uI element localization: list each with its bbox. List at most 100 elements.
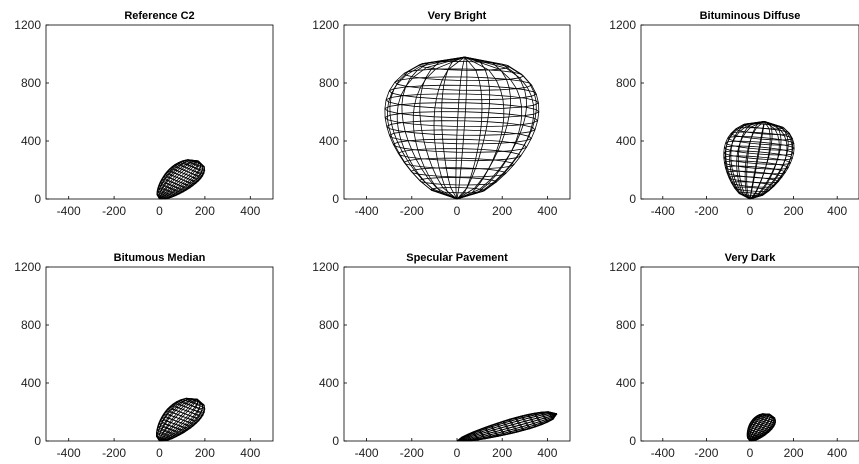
x-tick-label: 400 bbox=[240, 204, 260, 218]
x-tick-label: 0 bbox=[454, 204, 461, 218]
lobe-meridian bbox=[412, 56, 465, 200]
lobe-wireframe bbox=[156, 397, 206, 442]
lobe-meridian bbox=[749, 121, 765, 200]
lobe-meridian bbox=[456, 413, 558, 442]
lobe-meridian bbox=[456, 56, 491, 200]
x-tick-label: -200 bbox=[102, 204, 126, 218]
lobe-meridian bbox=[159, 398, 205, 442]
y-tick-label: 1200 bbox=[609, 18, 636, 32]
lobe-meridian bbox=[747, 413, 770, 442]
lobe-meridian bbox=[159, 160, 202, 200]
y-tick-label: 0 bbox=[629, 434, 636, 448]
x-tick-label: -200 bbox=[694, 446, 718, 460]
lobe-meridian bbox=[159, 398, 198, 442]
y-tick-label: 400 bbox=[21, 376, 41, 390]
y-tick-label: 0 bbox=[332, 434, 339, 448]
y-tick-label: 1200 bbox=[312, 18, 339, 32]
lobe-meridian bbox=[725, 121, 765, 200]
chart-title: Very Bright bbox=[428, 10, 487, 22]
subplot-1: Reference C2 -400 -200 0 200 400 0 400 800 1200 bbox=[14, 10, 274, 218]
lobe-meridian bbox=[156, 159, 199, 200]
x-tick-label: -400 bbox=[355, 446, 379, 460]
lobe-meridian bbox=[159, 398, 201, 442]
lobe-meridian bbox=[441, 56, 465, 200]
lobe-meridian bbox=[749, 121, 771, 200]
lobe-meridian bbox=[456, 56, 523, 200]
x-tick-label: 200 bbox=[784, 446, 804, 460]
lobe-meridian bbox=[724, 121, 765, 200]
plot-frame bbox=[343, 266, 571, 442]
lobe-meridian bbox=[158, 398, 198, 442]
x-tick-label: 400 bbox=[537, 204, 557, 218]
chart-title: Bitumous Median bbox=[114, 252, 206, 264]
y-tick-label: 800 bbox=[319, 318, 339, 332]
x-tick-label: 200 bbox=[492, 446, 512, 460]
lobe-meridian bbox=[749, 414, 771, 442]
x-tick-label: -400 bbox=[57, 446, 81, 460]
lobe-meridian bbox=[156, 398, 198, 442]
x-tick-label: 200 bbox=[195, 446, 215, 460]
chart-title: Specular Pavement bbox=[406, 252, 508, 264]
lobe-meridian bbox=[749, 121, 788, 200]
y-tick-label: 1200 bbox=[609, 260, 636, 274]
x-tick-label: 0 bbox=[747, 446, 754, 460]
lobe-wireframe bbox=[746, 413, 777, 442]
chart-title: Very Dark bbox=[725, 252, 777, 264]
y-tick-label: 400 bbox=[616, 376, 636, 390]
y-tick-label: 1200 bbox=[14, 18, 41, 32]
y-tick-label: 400 bbox=[21, 134, 41, 148]
plot-frame bbox=[640, 24, 859, 200]
y-tick-label: 0 bbox=[332, 192, 339, 206]
lobe-meridian bbox=[746, 121, 765, 200]
lobe-meridian bbox=[749, 121, 780, 200]
lobe-meridian bbox=[744, 121, 765, 200]
chart-title: Bituminous Diffuse bbox=[700, 10, 801, 22]
x-tick-label: 200 bbox=[784, 204, 804, 218]
lobe-meridian bbox=[456, 412, 557, 442]
lobe-meridian bbox=[456, 413, 557, 442]
lobe-meridian bbox=[158, 398, 198, 442]
lobe-meridian bbox=[401, 56, 465, 200]
lobe-meridian bbox=[159, 398, 198, 442]
lobe-meridian bbox=[456, 56, 527, 200]
y-tick-label: 400 bbox=[319, 376, 339, 390]
lobe-meridian bbox=[457, 413, 558, 442]
x-tick-label: -200 bbox=[102, 446, 126, 460]
x-tick-label: -400 bbox=[355, 204, 379, 218]
x-tick-label: 400 bbox=[537, 446, 557, 460]
lobe-meridian bbox=[159, 399, 201, 442]
x-tick-label: 400 bbox=[240, 446, 260, 460]
lobe-meridian bbox=[159, 160, 199, 200]
lobe-meridian bbox=[159, 398, 198, 442]
lobe-meridian bbox=[749, 413, 776, 442]
lobe-meridian bbox=[729, 121, 765, 200]
x-tick-label: 400 bbox=[827, 446, 847, 460]
lobe-meridian bbox=[749, 413, 773, 442]
lobe-meridian bbox=[456, 56, 540, 200]
lobe-meridian bbox=[455, 56, 466, 200]
x-tick-label: -400 bbox=[651, 446, 675, 460]
lobe-meridian bbox=[159, 399, 199, 442]
lobe-meridian bbox=[156, 398, 198, 442]
lobe-meridian bbox=[433, 56, 465, 200]
lobe-meridian bbox=[419, 56, 465, 200]
y-tick-label: 1200 bbox=[14, 260, 41, 274]
lobe-meridian bbox=[456, 56, 468, 200]
plot-frame bbox=[640, 266, 859, 442]
lobe-meridian bbox=[456, 413, 558, 442]
subplot-5: Specular Pavement -400 -200 0 200 400 0 400 800 1… bbox=[312, 252, 571, 460]
lobe-meridian bbox=[158, 159, 199, 200]
subplot-4: Bitumous Median -400 -200 0 200 400 0 400 800 120… bbox=[14, 252, 274, 460]
lobe-meridian bbox=[456, 56, 505, 200]
lobe-meridian bbox=[159, 398, 198, 442]
lobe-meridian bbox=[159, 160, 199, 200]
y-tick-label: 400 bbox=[616, 134, 636, 148]
y-tick-label: 1200 bbox=[312, 260, 339, 274]
lobe-meridian bbox=[749, 121, 765, 200]
x-tick-label: 0 bbox=[454, 446, 461, 460]
y-tick-label: 400 bbox=[319, 134, 339, 148]
lobe-meridian bbox=[159, 160, 199, 200]
lobe-meridian bbox=[157, 160, 199, 200]
lobe-meridian bbox=[749, 121, 793, 200]
